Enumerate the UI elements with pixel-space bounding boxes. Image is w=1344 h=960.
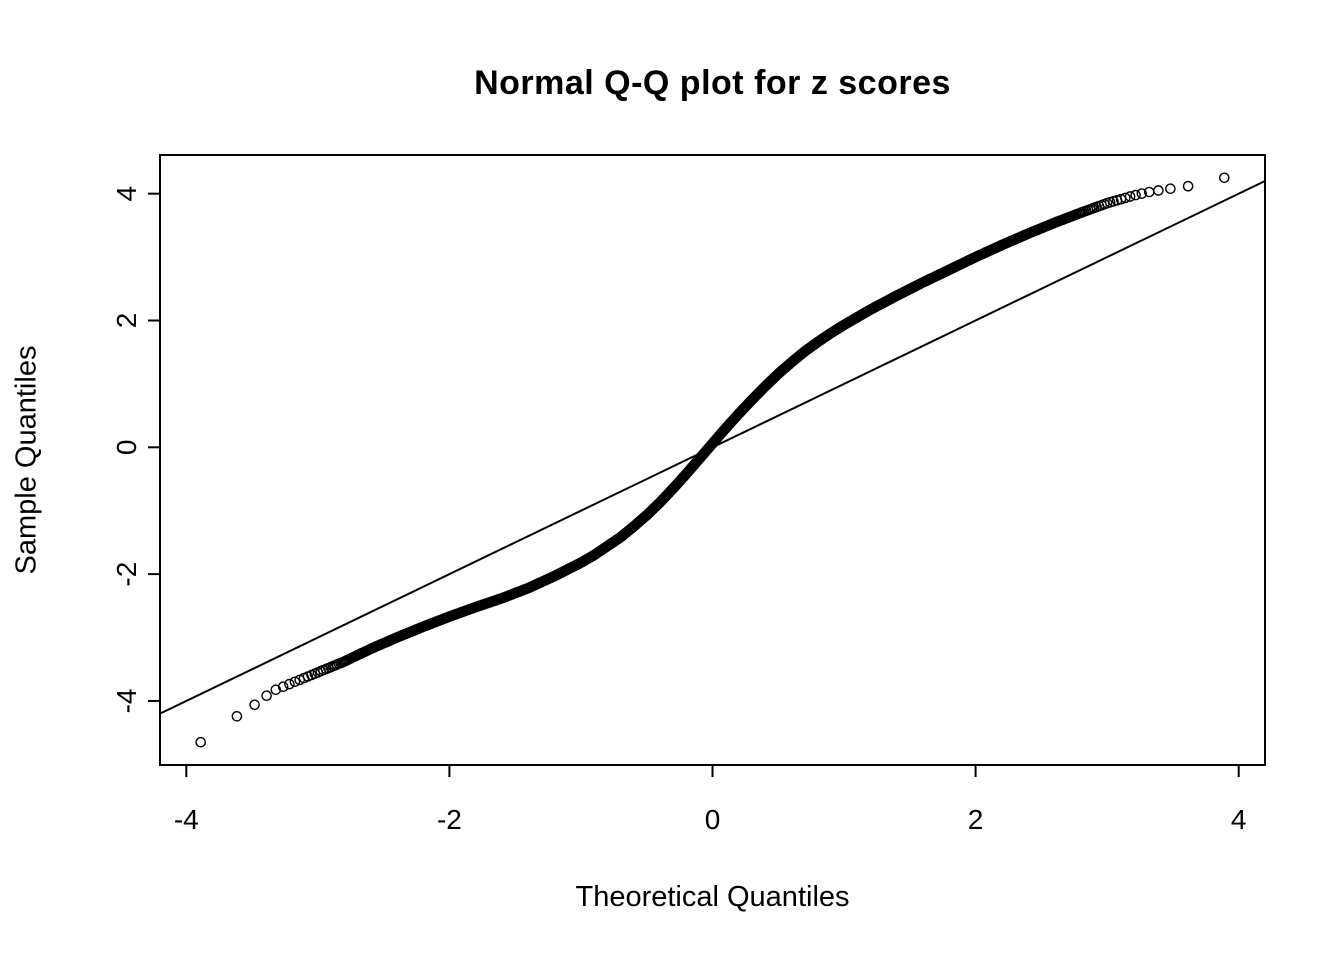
x-tick-label: -2 <box>437 804 462 835</box>
x-tick-label: 2 <box>968 804 984 835</box>
y-tick-label: 2 <box>111 313 142 329</box>
x-tick-label: 4 <box>1231 804 1247 835</box>
y-axis-ticks: -4 -2 0 2 4 <box>111 186 160 714</box>
x-axis-label: Theoretical Quantiles <box>575 881 850 913</box>
x-axis-ticks: -4 -2 0 2 4 <box>174 765 1247 835</box>
x-tick-label: 0 <box>705 804 721 835</box>
x-tick-label: -4 <box>174 804 199 835</box>
chart-title: Normal Q-Q plot for z scores <box>474 64 951 102</box>
y-tick-label: 0 <box>111 440 142 456</box>
qq-points <box>195 172 1230 748</box>
y-tick-label: -2 <box>111 562 142 587</box>
y-tick-label: 4 <box>111 186 142 202</box>
y-axis-label: Sample Quantiles <box>10 345 43 575</box>
y-tick-label: -4 <box>111 689 142 714</box>
